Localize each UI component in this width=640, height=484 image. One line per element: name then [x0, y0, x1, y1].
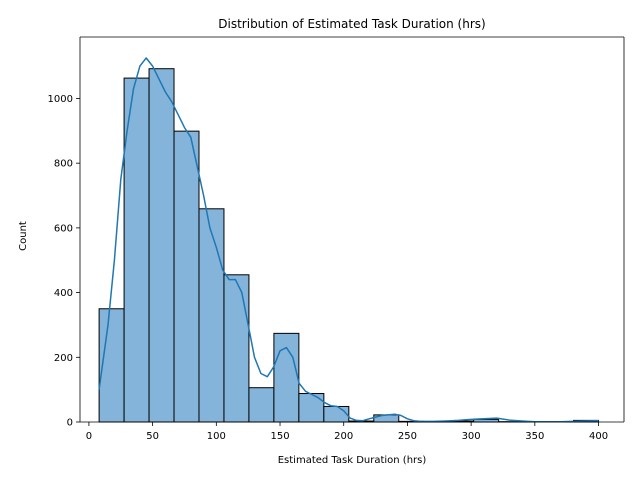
histogram-bar-8	[299, 394, 324, 422]
y-tick-label: 1000	[48, 94, 73, 105]
histogram-bar-6	[249, 388, 274, 422]
histogram-bar-2	[149, 69, 174, 422]
y-tick-label: 0	[67, 418, 73, 429]
x-axis-label: Estimated Task Duration (hrs)	[278, 455, 427, 466]
x-tick-label: 0	[86, 431, 92, 442]
histogram-bar-4	[199, 209, 224, 422]
y-tick-label: 200	[54, 353, 73, 364]
x-tick-label: 100	[207, 431, 226, 442]
histogram-bar-9	[324, 406, 349, 422]
histogram-bar-3	[174, 131, 199, 422]
y-tick-label: 400	[54, 288, 73, 299]
histogram-bar-5	[224, 275, 249, 422]
bars-layer	[99, 69, 598, 422]
x-tick-label: 350	[525, 431, 544, 442]
x-tick-label: 300	[462, 431, 481, 442]
chart-title: Distribution of Estimated Task Duration …	[218, 17, 485, 31]
x-tick-label: 200	[334, 431, 353, 442]
x-tick-label: 250	[398, 431, 417, 442]
y-tick-label: 600	[54, 223, 73, 234]
histogram-bar-7	[274, 333, 299, 422]
x-tick-label: 150	[270, 431, 289, 442]
y-tick-label: 800	[54, 159, 73, 170]
y-axis-label: Count	[18, 221, 29, 251]
x-tick-label: 50	[146, 431, 159, 442]
x-tick-label: 400	[589, 431, 608, 442]
